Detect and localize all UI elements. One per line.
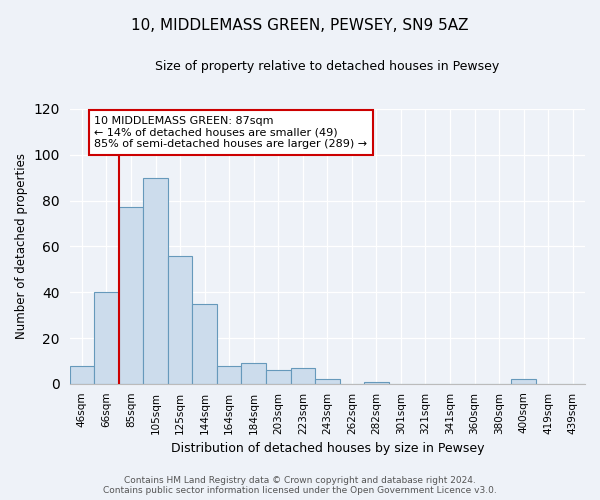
Bar [70, 366, 94, 384]
Bar [290, 368, 315, 384]
Title: Size of property relative to detached houses in Pewsey: Size of property relative to detached ho… [155, 60, 499, 73]
Y-axis label: Number of detached properties: Number of detached properties [15, 154, 28, 340]
Bar [168, 256, 193, 384]
Bar [315, 380, 340, 384]
Bar [364, 382, 389, 384]
Text: Contains HM Land Registry data © Crown copyright and database right 2024.
Contai: Contains HM Land Registry data © Crown c… [103, 476, 497, 495]
Bar [511, 380, 536, 384]
Bar [193, 304, 217, 384]
Bar [94, 292, 119, 384]
Bar [119, 208, 143, 384]
Bar [241, 364, 266, 384]
Bar [266, 370, 290, 384]
Text: 10 MIDDLEMASS GREEN: 87sqm
← 14% of detached houses are smaller (49)
85% of semi: 10 MIDDLEMASS GREEN: 87sqm ← 14% of deta… [94, 116, 367, 149]
Text: 10, MIDDLEMASS GREEN, PEWSEY, SN9 5AZ: 10, MIDDLEMASS GREEN, PEWSEY, SN9 5AZ [131, 18, 469, 32]
Bar [217, 366, 241, 384]
Bar [143, 178, 168, 384]
X-axis label: Distribution of detached houses by size in Pewsey: Distribution of detached houses by size … [170, 442, 484, 455]
